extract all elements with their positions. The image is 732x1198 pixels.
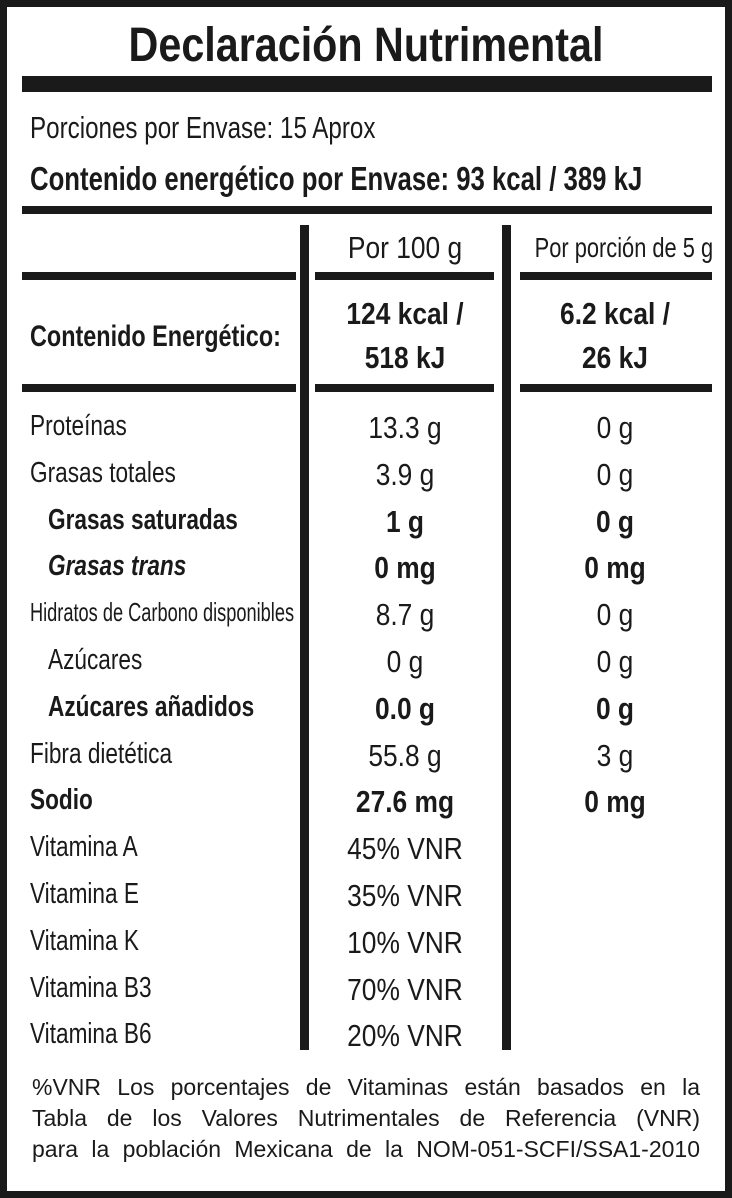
per-100g-value: 0 g: [386, 644, 424, 679]
nutrient-name: Azúcares: [48, 644, 143, 676]
per-100g-value: 70% VNR: [347, 971, 463, 1007]
nutrient-name: Azúcares añadidos: [48, 690, 255, 723]
energy-value: 518 kJ: [364, 340, 446, 375]
per-portion-value: 3 g: [596, 737, 634, 773]
per-100g-value: 27.6 mg: [355, 784, 455, 820]
nutrient-name: Grasas trans: [48, 550, 187, 583]
rule: [315, 272, 494, 280]
per-portion-value: 0 g: [595, 690, 635, 726]
column-rule: [502, 225, 511, 1050]
rule: [22, 272, 296, 280]
energy-label: Contenido Energético:: [30, 320, 281, 353]
column-rule: [300, 225, 309, 1050]
per-portion-value: 0 g: [596, 644, 634, 679]
per-100g-value: 35% VNR: [347, 878, 463, 913]
column-header: Por porción de 5 g: [534, 232, 714, 263]
per-100g-value: 8.7 g: [375, 597, 435, 633]
per-portion-value: 0 mg: [584, 784, 646, 820]
rule: [315, 384, 494, 392]
column-header: Por 100 g: [347, 230, 463, 265]
energy-per-package: Contenido energético por Envase: 93 kcal…: [30, 160, 643, 197]
per-100g-value: 1 g: [385, 503, 425, 539]
per-100g-value: 45% VNR: [347, 831, 463, 867]
per-portion-value: 0 g: [596, 597, 634, 633]
nutrient-name: Vitamina E: [30, 878, 139, 910]
energy-value: 26 kJ: [582, 340, 648, 375]
nutrient-name: Vitamina B3: [30, 971, 152, 1004]
rule: [520, 272, 712, 280]
per-100g-value: 3.9 g: [375, 456, 435, 492]
nutrient-name: Fibra dietética: [30, 737, 173, 770]
per-100g-value: 0 mg: [374, 550, 436, 586]
nutrient-name: Vitamina K: [30, 924, 139, 957]
per-100g-value: 20% VNR: [347, 1018, 463, 1054]
nutrient-name: Vitamina B6: [30, 1018, 152, 1051]
per-100g-value: 55.8 g: [368, 737, 442, 773]
per-portion-value: 0 g: [596, 410, 634, 445]
nutrient-name: Grasas saturadas: [48, 503, 238, 536]
rule: [22, 384, 296, 392]
rule: [22, 76, 712, 92]
nutrient-name: Vitamina A: [30, 831, 138, 864]
footnote-line: Tabla de los Valores Nutrimentales de Re…: [32, 1105, 700, 1131]
footnote-line: para la población Mexicana de la NOM-051…: [32, 1136, 700, 1162]
nutrient-name: Grasas totales: [30, 456, 176, 489]
per-portion-value: 0 mg: [584, 550, 646, 586]
per-portion-value: 0 g: [595, 503, 635, 539]
energy-value: 124 kcal /: [346, 296, 464, 331]
per-portion-value: 0 g: [596, 456, 634, 492]
rule: [520, 384, 712, 392]
per-100g-value: 0.0 g: [374, 690, 436, 726]
per-100g-value: 13.3 g: [368, 410, 442, 445]
title: Declaración Nutrimental: [128, 19, 604, 72]
per-100g-value: 10% VNR: [347, 924, 463, 960]
rule: [22, 206, 712, 214]
nutrient-name: Proteínas: [30, 410, 127, 442]
energy-value: 6.2 kcal /: [560, 296, 670, 331]
nutrient-name: Sodio: [30, 784, 93, 817]
nutrient-name: Hidratos de Carbono disponibles: [30, 597, 295, 628]
footnote-line: %VNR Los porcentajes de Vitaminas están …: [32, 1074, 700, 1100]
servings: Porciones por Envase: 15 Aprox: [30, 110, 376, 145]
